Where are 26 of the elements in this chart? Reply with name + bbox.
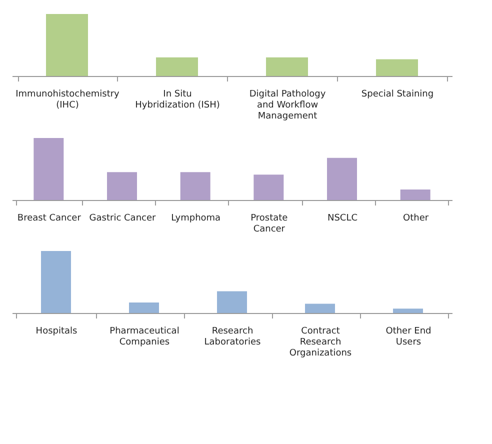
bar — [107, 172, 137, 200]
x-tick-label: Breast Cancer — [17, 214, 82, 224]
x-tick-label: Research Laboratories — [204, 326, 262, 348]
x-tick-label: Other — [403, 214, 429, 224]
x-tick-label: Special Staining — [361, 90, 434, 100]
x-tick-label: Digital Pathology and Workflow Management — [249, 90, 326, 122]
bar — [34, 138, 64, 200]
x-tick-label: Gastric Cancer — [89, 214, 156, 224]
bar — [129, 302, 159, 313]
bar — [254, 174, 284, 200]
x-tick-label: Contract Research Organizations — [289, 326, 352, 358]
bar — [393, 308, 423, 313]
x-tick-label: Other End Users — [386, 326, 432, 348]
bar — [217, 291, 247, 313]
bar — [400, 189, 430, 200]
x-tick-label: Hospitals — [36, 326, 78, 336]
x-tick-label: Pharmaceutical Companies — [110, 326, 180, 348]
x-tick-label: Immunohistochemistry (IHC) — [16, 90, 120, 110]
x-tick-label: NSCLC — [327, 214, 358, 224]
bar — [327, 158, 357, 200]
bar — [305, 304, 335, 313]
x-tick-label: In Situ Hybridization (ISH) — [135, 90, 220, 110]
bar — [180, 172, 210, 200]
bar — [41, 251, 71, 313]
x-tick-label: Prostate Cancer — [250, 214, 288, 234]
x-tick-label: Lymphoma — [171, 214, 221, 224]
